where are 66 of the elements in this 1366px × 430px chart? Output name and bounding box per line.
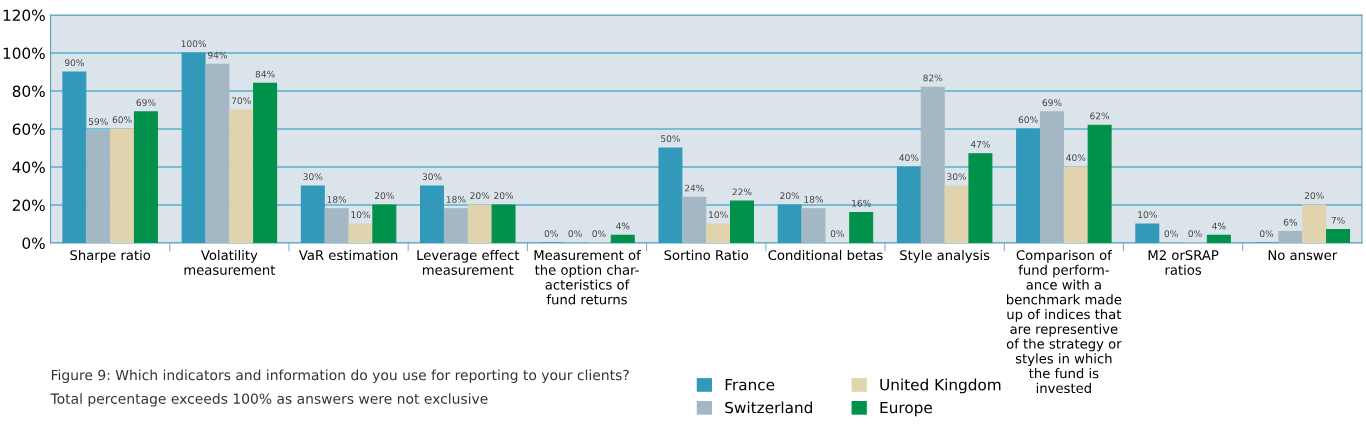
data-label: 0% [1188, 230, 1202, 238]
data-label: 30% [947, 173, 967, 181]
data-label: 20% [470, 192, 490, 200]
x-tick-label: Sharpe ratio [70, 249, 151, 263]
data-label: 20% [780, 192, 800, 200]
caption: Figure 9: Which indicators and information do you use for reporting to your clients? [51, 369, 629, 383]
data-label: 40% [1066, 154, 1086, 162]
legend-label: France [725, 379, 775, 391]
y-tick-label: 20% [12, 199, 45, 211]
data-label: 18% [327, 196, 347, 203]
data-label: 59% [88, 118, 108, 125]
category-label: Comparison of fund perform- ance with a benchmark made up of indices that are representive of the strategy or styles in which the fund is invested [1006, 249, 1122, 394]
data-label: 0% [1164, 230, 1178, 238]
data-label: 0% [1259, 230, 1274, 238]
x-tick-label: Sortino Ratio [664, 249, 749, 261]
legend-label: Switzerland [725, 401, 812, 414]
data-label: 100% [181, 40, 207, 48]
legend-label: United Kingdom [880, 378, 1001, 394]
data-label: 20% [1304, 192, 1324, 200]
text: Total percentage exceeds 100% as answers were not exclusive [50, 393, 488, 407]
x-tick-label: No answer [1268, 250, 1338, 261]
data-label: 70% [231, 97, 251, 105]
data-label: 62% [1090, 112, 1110, 120]
data-label: 24% [684, 184, 704, 192]
data-label: 4% [1212, 222, 1226, 230]
data-label: 82% [923, 74, 943, 82]
data-label: 10% [1138, 211, 1157, 219]
data-label: 10% [709, 211, 728, 219]
x-tick-label: Leverage effect measurement [417, 249, 520, 275]
data-label: 0% [830, 230, 845, 238]
y-tick-label: 80% [12, 85, 45, 98]
data-label: 0% [568, 230, 582, 238]
y-tick-label: 60% [12, 123, 45, 136]
data-label: 60% [112, 116, 132, 124]
data-label: 84% [255, 70, 275, 78]
data-label: 10% [351, 211, 371, 219]
x-tick-label: VaR estimation [298, 249, 398, 261]
data-label: 6% [1283, 218, 1298, 226]
x-tick-label: Measurement of the option char- acteristics of fund returns [534, 249, 641, 305]
data-label: 4% [616, 222, 630, 230]
data-label: 20% [374, 192, 394, 200]
data-label: 7% [1331, 216, 1345, 224]
data-label: 30% [303, 173, 323, 181]
legend-label: Europe [880, 401, 932, 417]
x-tick-label: Conditional betas [768, 249, 883, 261]
y-tick-label: 40% [12, 161, 45, 173]
data-label: 90% [64, 59, 84, 67]
data-label: 40% [899, 154, 919, 162]
data-label: 50% [661, 135, 680, 143]
data-label: 0% [592, 230, 606, 238]
data-label: 69% [136, 99, 156, 106]
data-label: 0% [544, 230, 558, 238]
data-label: 20% [494, 192, 514, 200]
y-tick-label: 100% [3, 47, 45, 60]
data-label: 18% [446, 196, 466, 203]
data-label: 30% [422, 173, 442, 181]
x-tick-label: Volatility measurement [184, 249, 276, 275]
y-tick-label: 0% [22, 237, 45, 249]
x-tick-label: Style analysis [900, 249, 990, 263]
data-label: 69% [1042, 99, 1062, 106]
data-label: 22% [732, 188, 752, 196]
x-tick-label: M2 orSRAP ratios [1148, 250, 1219, 275]
data-label: 18% [804, 196, 824, 203]
data-label: 47% [970, 140, 990, 148]
y-tick-label: 120% [3, 9, 45, 22]
data-label: 60% [1018, 116, 1038, 124]
